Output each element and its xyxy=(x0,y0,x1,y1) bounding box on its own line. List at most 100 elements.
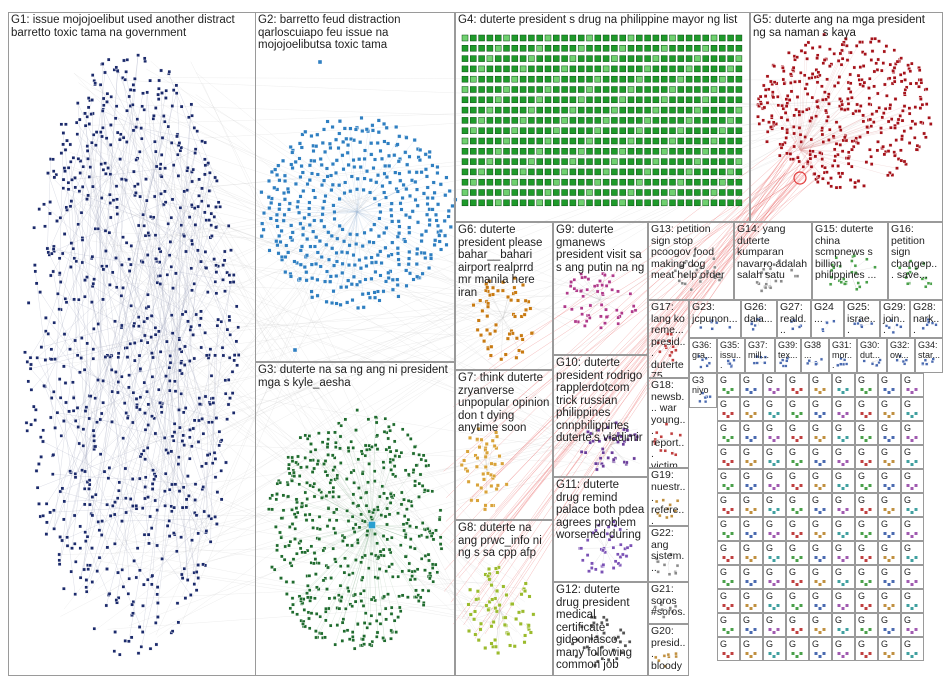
graph-node xyxy=(749,535,753,538)
group-panel-g12: G12: duterte drug president medical cert… xyxy=(553,582,648,676)
graph-node xyxy=(98,130,103,134)
graph-node xyxy=(228,333,233,337)
group-panel-minor: G xyxy=(717,469,740,493)
graph-node xyxy=(180,371,184,376)
graph-node xyxy=(174,271,178,276)
graph-node xyxy=(799,580,803,583)
group-label-minor: G xyxy=(789,495,797,505)
graph-node xyxy=(156,387,161,392)
graph-node xyxy=(149,582,154,587)
graph-node xyxy=(818,559,822,562)
group-label-minor: G xyxy=(720,471,728,481)
graph-edge xyxy=(269,207,358,213)
graph-node xyxy=(163,200,168,205)
graph-node xyxy=(150,414,154,419)
graph-node xyxy=(77,117,82,122)
graph-edge xyxy=(502,300,526,319)
graph-node xyxy=(180,439,185,443)
graph-node xyxy=(35,356,39,360)
graph-edge xyxy=(49,254,125,404)
graph-edge xyxy=(77,314,197,409)
graph-node xyxy=(141,212,145,217)
graph-node xyxy=(114,370,118,374)
graph-node xyxy=(163,489,167,494)
group-label-minor: G xyxy=(858,639,866,649)
group-panel-minor: G xyxy=(763,589,786,613)
graph-node xyxy=(93,396,97,401)
graph-edge xyxy=(292,480,373,526)
graph-node xyxy=(772,655,776,658)
graph-edge xyxy=(861,323,872,326)
graph-node xyxy=(745,412,749,415)
graph-edge xyxy=(120,434,621,546)
group-panel-minor: G xyxy=(786,637,809,661)
graph-node xyxy=(768,532,772,535)
group-label-minor: G xyxy=(720,423,728,433)
group-label-minor: G xyxy=(812,639,820,649)
graph-edge xyxy=(494,169,786,512)
group-panel-g9: G9: duterte gmanews president visit sa s… xyxy=(553,222,648,355)
graph-node xyxy=(91,327,96,331)
graph-node xyxy=(155,585,160,589)
graph-node xyxy=(170,197,175,202)
graph-node xyxy=(191,167,196,172)
graph-node xyxy=(157,246,162,251)
graph-node xyxy=(887,415,891,418)
graph-edge xyxy=(585,277,601,301)
graph-node xyxy=(76,425,80,429)
graph-node xyxy=(776,484,780,487)
graph-edge xyxy=(148,232,217,294)
group-panel-minor: G xyxy=(855,445,878,469)
graph-edge xyxy=(314,160,358,213)
graph-node xyxy=(164,96,168,100)
graph-node xyxy=(79,356,83,360)
graph-node xyxy=(134,575,139,580)
graph-edge xyxy=(60,134,94,310)
group-label-minor: G xyxy=(881,591,889,601)
graph-node xyxy=(208,347,213,352)
graph-node xyxy=(196,204,200,209)
graph-node xyxy=(78,524,82,529)
graph-node xyxy=(171,438,176,443)
graph-edge xyxy=(158,318,489,458)
graph-node xyxy=(57,562,62,566)
graph-node xyxy=(81,444,86,448)
graph-edge xyxy=(77,103,84,167)
group-panel-minor: G xyxy=(855,421,878,445)
graph-node xyxy=(156,601,160,605)
graph-node xyxy=(179,535,183,539)
graph-node xyxy=(137,324,141,329)
group-label-minor: G xyxy=(766,495,774,505)
graph-node xyxy=(106,57,111,62)
graph-edge xyxy=(371,524,401,612)
group-panel-minor: G xyxy=(763,493,786,517)
group-label-minor: G xyxy=(858,543,866,553)
graph-edge xyxy=(371,495,394,526)
graph-node xyxy=(58,489,63,494)
group-label-g22: G22: ang sistem... xyxy=(651,527,685,574)
group-panel-minor: G xyxy=(878,637,901,661)
graph-node xyxy=(722,484,726,487)
group-panel-g22: G22: ang sistem... xyxy=(648,526,689,582)
graph-node xyxy=(215,490,220,494)
graph-node xyxy=(232,358,237,363)
graph-node xyxy=(730,412,734,415)
graph-node xyxy=(722,508,726,511)
graph-edge xyxy=(371,524,407,557)
group-label-minor: G xyxy=(835,543,843,553)
graph-node xyxy=(726,391,730,394)
graph-node xyxy=(768,460,772,463)
group-label-g12: G12: duterte drug president medical cert… xyxy=(556,584,636,671)
graph-edge xyxy=(97,296,491,589)
graph-node xyxy=(204,266,209,270)
group-panel-g32: G32: ow... xyxy=(887,338,915,373)
graph-node xyxy=(132,559,136,563)
graph-node xyxy=(168,240,173,244)
graph-edge xyxy=(179,365,238,428)
group-panel-minor: G xyxy=(832,469,855,493)
group-label-minor: G xyxy=(743,639,751,649)
graph-node xyxy=(160,91,164,95)
graph-node xyxy=(62,332,67,336)
graph-edge xyxy=(319,524,373,540)
graph-node xyxy=(179,104,184,109)
